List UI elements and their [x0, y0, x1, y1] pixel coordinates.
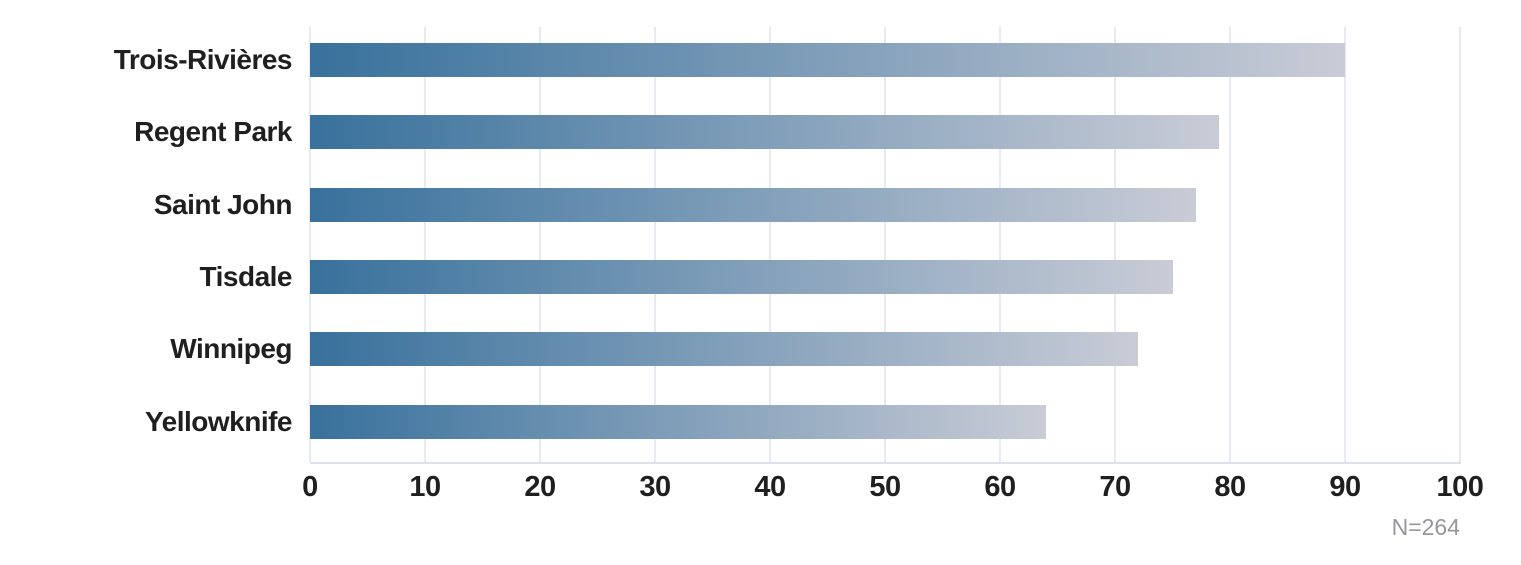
x-tick-label: 40: [754, 471, 786, 503]
bar: [310, 187, 1196, 222]
sample-size-note: N=264: [1391, 514, 1460, 540]
x-tick-label: 80: [1214, 471, 1246, 503]
category-label: Trois-Rivières: [113, 44, 293, 75]
category-labels-column: Trois-Rivières Regent Park Saint John Tisda…: [0, 27, 293, 462]
x-tick-label: 100: [1436, 471, 1484, 503]
gridline: [309, 27, 311, 462]
x-tick-label: 70: [1099, 471, 1131, 503]
gridline: [424, 27, 426, 462]
gridline: [1114, 27, 1116, 462]
bar: [310, 43, 1345, 77]
x-tick-label: 60: [984, 471, 1016, 503]
plot-area: [309, 27, 1461, 464]
gridline: [654, 27, 656, 462]
gridline: [1229, 27, 1231, 462]
x-tick-label: 0: [302, 471, 318, 503]
gridline: [539, 27, 541, 462]
bar: [310, 404, 1046, 439]
x-tick-label: 10: [409, 471, 441, 503]
category-label: Yellowknife: [145, 405, 293, 437]
gridline: [769, 27, 771, 462]
gridline: [999, 27, 1001, 462]
category-label: Saint John: [153, 188, 293, 220]
x-tick-label: 90: [1329, 471, 1361, 503]
x-axis-tick-labels: 0 10 20 30 40 50 60 70 80 90 100: [302, 467, 1484, 507]
category-label: Regent Park: [134, 116, 292, 148]
bar: [310, 332, 1138, 367]
x-tick-label: 20: [524, 471, 556, 503]
category-label: Tisdale: [199, 260, 293, 292]
x-tick-label: 30: [639, 471, 671, 503]
x-tick-label: 50: [869, 471, 901, 503]
category-label: Winnipeg: [170, 333, 292, 365]
gridline: [1344, 27, 1346, 462]
bar: [310, 115, 1219, 150]
gridline: [884, 27, 886, 462]
bar: [310, 259, 1173, 294]
gridline: [1459, 27, 1461, 462]
